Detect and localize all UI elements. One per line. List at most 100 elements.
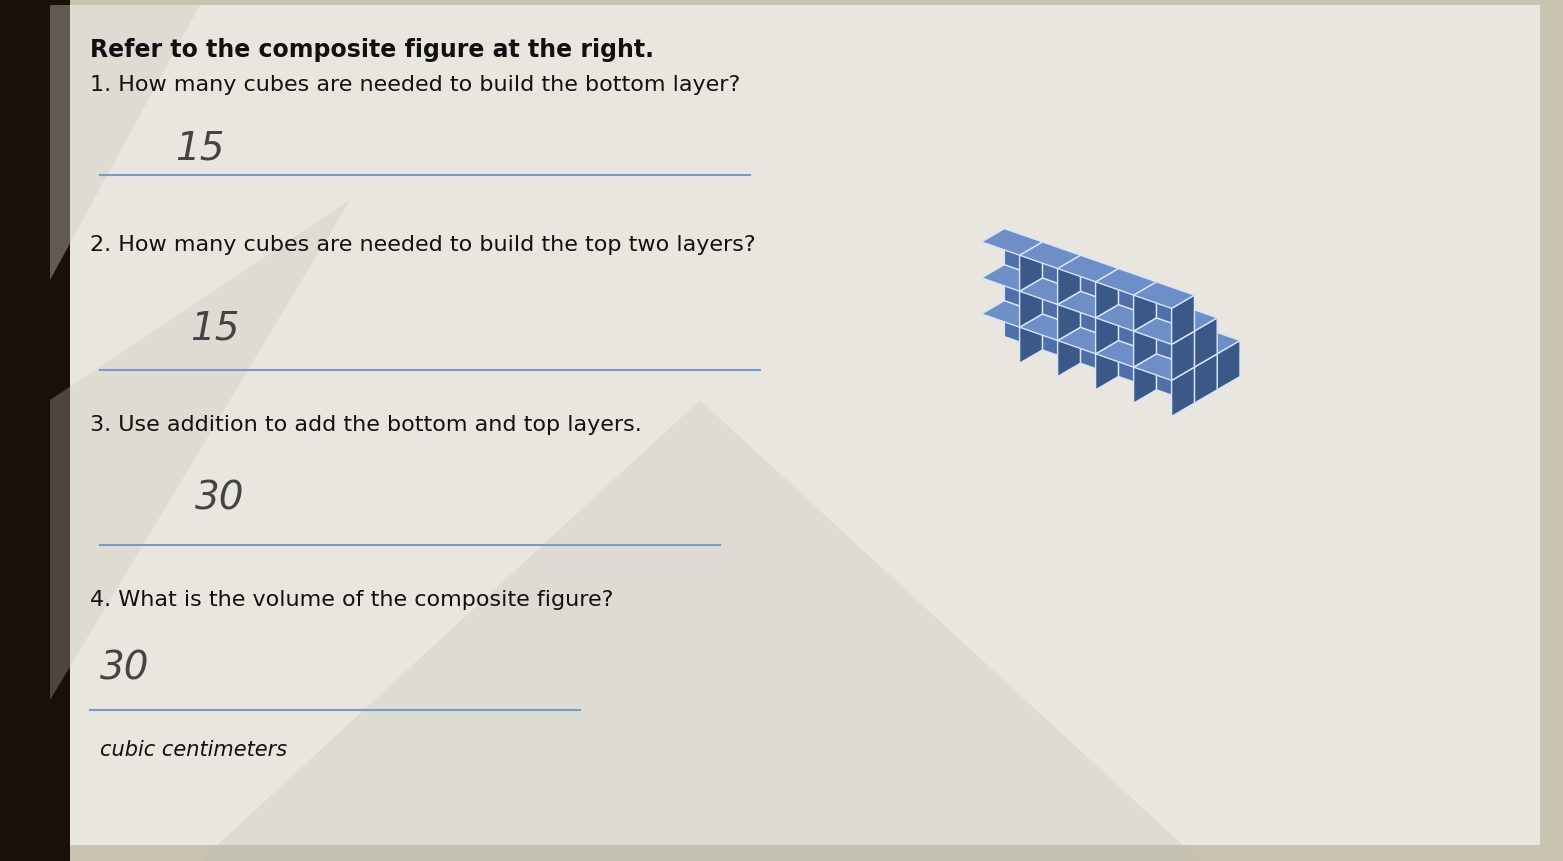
Polygon shape: [1019, 314, 1043, 363]
Polygon shape: [1179, 327, 1202, 376]
Polygon shape: [1194, 354, 1218, 403]
Polygon shape: [1096, 305, 1157, 331]
Polygon shape: [1050, 274, 1088, 323]
Polygon shape: [1058, 327, 1119, 354]
Polygon shape: [1157, 305, 1218, 331]
Polygon shape: [1005, 288, 1066, 314]
Polygon shape: [1179, 305, 1218, 354]
Polygon shape: [1027, 274, 1088, 300]
Polygon shape: [1043, 242, 1080, 291]
Polygon shape: [1088, 288, 1125, 337]
Polygon shape: [1119, 327, 1179, 354]
Polygon shape: [1103, 314, 1141, 363]
Polygon shape: [1005, 251, 1066, 278]
Polygon shape: [1058, 327, 1080, 376]
Polygon shape: [1096, 305, 1119, 354]
Polygon shape: [1005, 300, 1043, 350]
Text: 15: 15: [175, 130, 225, 168]
Polygon shape: [1080, 278, 1141, 305]
Polygon shape: [1103, 300, 1164, 327]
Polygon shape: [1019, 242, 1080, 269]
Polygon shape: [1172, 367, 1194, 417]
Polygon shape: [982, 300, 1043, 327]
FancyBboxPatch shape: [50, 5, 1540, 845]
Polygon shape: [1179, 340, 1218, 390]
Polygon shape: [1027, 251, 1066, 300]
Polygon shape: [1058, 291, 1080, 340]
Polygon shape: [1066, 300, 1103, 350]
Polygon shape: [1172, 331, 1194, 381]
Text: 30: 30: [100, 650, 150, 688]
Polygon shape: [1141, 314, 1202, 340]
Text: 2. How many cubes are needed to build the top two layers?: 2. How many cubes are needed to build th…: [91, 235, 755, 255]
Polygon shape: [1119, 305, 1157, 354]
Polygon shape: [1080, 327, 1119, 376]
Polygon shape: [1164, 314, 1202, 363]
Polygon shape: [200, 400, 1200, 861]
Polygon shape: [1179, 327, 1239, 354]
Polygon shape: [1133, 282, 1157, 331]
Polygon shape: [50, 200, 350, 700]
Polygon shape: [1157, 340, 1218, 367]
Polygon shape: [1096, 340, 1157, 367]
FancyBboxPatch shape: [0, 0, 70, 861]
Polygon shape: [1141, 314, 1164, 363]
Polygon shape: [1218, 340, 1239, 390]
Polygon shape: [1119, 291, 1141, 340]
Text: cubic centimeters: cubic centimeters: [100, 740, 288, 760]
Text: Refer to the composite figure at the right.: Refer to the composite figure at the rig…: [91, 38, 653, 62]
Polygon shape: [982, 264, 1043, 291]
Polygon shape: [1103, 300, 1125, 350]
Text: 1. How many cubes are needed to build the bottom layer?: 1. How many cubes are needed to build th…: [91, 75, 741, 95]
Polygon shape: [1080, 314, 1141, 340]
Polygon shape: [1103, 278, 1141, 327]
Polygon shape: [1080, 278, 1103, 327]
Polygon shape: [1133, 282, 1194, 308]
Polygon shape: [1133, 318, 1157, 367]
Polygon shape: [1043, 300, 1066, 350]
Polygon shape: [1096, 269, 1119, 318]
Polygon shape: [1019, 242, 1043, 291]
Polygon shape: [1019, 278, 1043, 327]
Polygon shape: [1096, 340, 1119, 390]
Text: 3. Use addition to add the bottom and top layers.: 3. Use addition to add the bottom and to…: [91, 415, 642, 435]
Polygon shape: [1157, 340, 1179, 390]
Polygon shape: [1058, 255, 1119, 282]
Polygon shape: [1027, 288, 1066, 337]
Polygon shape: [1043, 300, 1103, 327]
Polygon shape: [1080, 255, 1119, 305]
Polygon shape: [1157, 318, 1194, 367]
Polygon shape: [1043, 264, 1066, 314]
Polygon shape: [1080, 291, 1119, 340]
Polygon shape: [1202, 327, 1239, 376]
Polygon shape: [1133, 354, 1194, 381]
Polygon shape: [1096, 269, 1157, 295]
Polygon shape: [1080, 314, 1103, 363]
Polygon shape: [1133, 318, 1194, 344]
Polygon shape: [50, 5, 200, 280]
Polygon shape: [1066, 288, 1125, 314]
Polygon shape: [982, 229, 1043, 255]
Polygon shape: [1119, 327, 1141, 376]
Polygon shape: [1125, 300, 1164, 350]
Polygon shape: [1043, 278, 1080, 327]
Polygon shape: [1019, 314, 1080, 340]
Polygon shape: [1066, 264, 1103, 314]
Polygon shape: [1157, 354, 1194, 403]
Polygon shape: [1058, 255, 1080, 305]
Text: 30: 30: [195, 480, 244, 518]
Polygon shape: [1005, 229, 1043, 278]
Polygon shape: [1172, 295, 1194, 344]
Polygon shape: [1157, 282, 1194, 331]
Polygon shape: [1133, 354, 1157, 403]
Polygon shape: [1005, 264, 1043, 314]
Polygon shape: [1043, 264, 1103, 291]
Polygon shape: [1194, 318, 1218, 367]
Polygon shape: [1058, 291, 1119, 318]
Polygon shape: [1157, 305, 1179, 354]
Polygon shape: [1141, 327, 1179, 376]
Polygon shape: [1066, 288, 1088, 337]
Text: 4. What is the volume of the composite figure?: 4. What is the volume of the composite f…: [91, 590, 613, 610]
Polygon shape: [1019, 278, 1080, 305]
Polygon shape: [1141, 291, 1179, 340]
